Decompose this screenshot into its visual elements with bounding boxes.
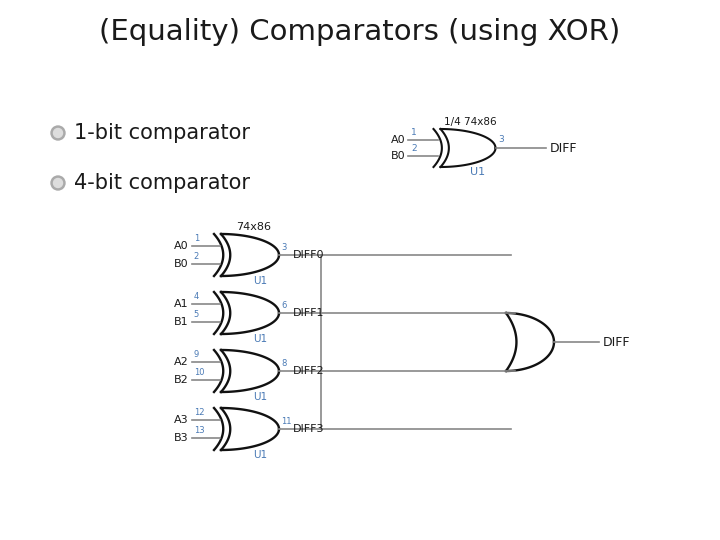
Text: 4-bit comparator: 4-bit comparator bbox=[74, 173, 250, 193]
Text: U1: U1 bbox=[253, 450, 267, 460]
Text: 12: 12 bbox=[194, 408, 204, 417]
Text: 3: 3 bbox=[498, 136, 504, 145]
Text: U1: U1 bbox=[253, 334, 267, 344]
Text: B0: B0 bbox=[391, 151, 405, 161]
Text: 2: 2 bbox=[194, 252, 199, 261]
Text: (Equality) Comparators (using XOR): (Equality) Comparators (using XOR) bbox=[99, 18, 621, 46]
Text: DIFF0: DIFF0 bbox=[293, 250, 325, 260]
Text: 8: 8 bbox=[281, 359, 287, 368]
Text: 4: 4 bbox=[194, 292, 199, 301]
Text: DIFF2: DIFF2 bbox=[293, 366, 325, 376]
Text: U1: U1 bbox=[470, 167, 485, 177]
Text: A1: A1 bbox=[174, 299, 189, 309]
Text: A0: A0 bbox=[174, 241, 189, 251]
Text: 5: 5 bbox=[194, 310, 199, 319]
Text: 13: 13 bbox=[194, 426, 204, 435]
Text: A0: A0 bbox=[391, 135, 405, 145]
Text: 3: 3 bbox=[281, 242, 287, 252]
Text: U1: U1 bbox=[253, 392, 267, 402]
Text: DIFF: DIFF bbox=[549, 141, 577, 154]
Text: 9: 9 bbox=[194, 350, 199, 359]
Circle shape bbox=[51, 126, 65, 140]
Text: 74x86: 74x86 bbox=[236, 222, 271, 232]
Text: 10: 10 bbox=[194, 368, 204, 377]
Text: 11: 11 bbox=[281, 416, 292, 426]
Text: A3: A3 bbox=[174, 415, 189, 425]
Circle shape bbox=[51, 176, 65, 190]
Text: 1/4 74x86: 1/4 74x86 bbox=[444, 117, 496, 127]
Text: DIFF1: DIFF1 bbox=[293, 308, 325, 318]
Circle shape bbox=[53, 179, 63, 187]
Text: DIFF: DIFF bbox=[603, 335, 631, 348]
Text: 2: 2 bbox=[411, 144, 417, 153]
Text: B3: B3 bbox=[174, 433, 189, 443]
Text: B1: B1 bbox=[174, 317, 189, 327]
Text: B2: B2 bbox=[174, 375, 189, 385]
Text: 6: 6 bbox=[281, 300, 287, 309]
Text: A2: A2 bbox=[174, 357, 189, 367]
Text: U1: U1 bbox=[253, 276, 267, 286]
Circle shape bbox=[53, 129, 63, 138]
Text: 1-bit comparator: 1-bit comparator bbox=[74, 123, 250, 143]
Text: B0: B0 bbox=[174, 259, 189, 269]
Text: 1: 1 bbox=[411, 128, 417, 137]
Text: 1: 1 bbox=[194, 234, 199, 243]
Text: DIFF3: DIFF3 bbox=[293, 424, 325, 434]
